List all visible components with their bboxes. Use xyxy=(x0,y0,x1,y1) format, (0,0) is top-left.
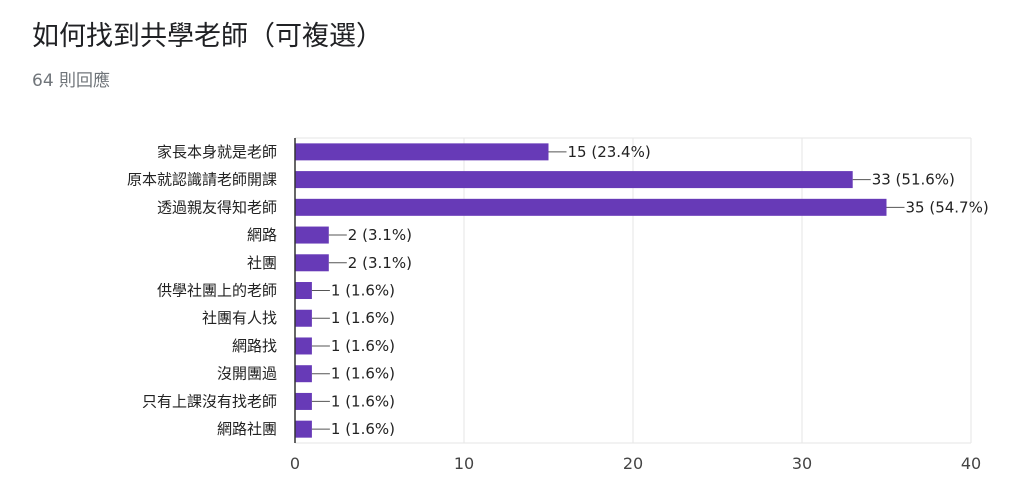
category-label: 透過親友得知老師 xyxy=(157,198,277,216)
bar xyxy=(295,309,312,327)
data-label: 2 (3.1%) xyxy=(348,226,412,244)
category-label: 原本就認識請老師開課 xyxy=(127,171,277,189)
bar xyxy=(295,198,887,216)
category-label: 網路找 xyxy=(232,337,277,355)
category-label: 社團 xyxy=(247,254,277,272)
bar xyxy=(295,143,549,161)
data-label: 1 (1.6%) xyxy=(331,337,395,355)
category-label: 網路社團 xyxy=(217,420,277,438)
x-tick-label: 20 xyxy=(623,454,643,473)
bar xyxy=(295,226,329,244)
x-tick-label: 0 xyxy=(290,454,300,473)
data-label: 1 (1.6%) xyxy=(331,365,395,383)
category-label: 社團有人找 xyxy=(202,309,277,327)
data-label: 1 (1.6%) xyxy=(331,420,395,438)
bar xyxy=(295,337,312,355)
data-label: 33 (51.6%) xyxy=(872,171,955,189)
x-tick-label: 30 xyxy=(792,454,812,473)
bar xyxy=(295,392,312,410)
bar xyxy=(295,282,312,300)
response-count: 64 則回應 xyxy=(32,71,111,91)
data-label: 1 (1.6%) xyxy=(331,392,395,410)
data-label: 35 (54.7%) xyxy=(906,198,989,216)
bar xyxy=(295,171,853,189)
data-label: 1 (1.6%) xyxy=(331,309,395,327)
category-label: 網路 xyxy=(247,226,277,244)
chart-title: 如何找到共學老師（可複選） xyxy=(32,21,383,52)
x-tick-label: 40 xyxy=(961,454,981,473)
category-label: 供學社團上的老師 xyxy=(157,282,277,300)
category-label: 家長本身就是老師 xyxy=(157,143,277,161)
category-label: 沒開團過 xyxy=(217,365,277,383)
category-label: 只有上課沒有找老師 xyxy=(142,392,277,410)
data-label: 1 (1.6%) xyxy=(331,282,395,300)
data-label: 2 (3.1%) xyxy=(348,254,412,272)
data-label: 15 (23.4%) xyxy=(568,143,651,161)
x-tick-label: 10 xyxy=(454,454,474,473)
bar xyxy=(295,254,329,272)
bar xyxy=(295,365,312,383)
bar xyxy=(295,420,312,438)
